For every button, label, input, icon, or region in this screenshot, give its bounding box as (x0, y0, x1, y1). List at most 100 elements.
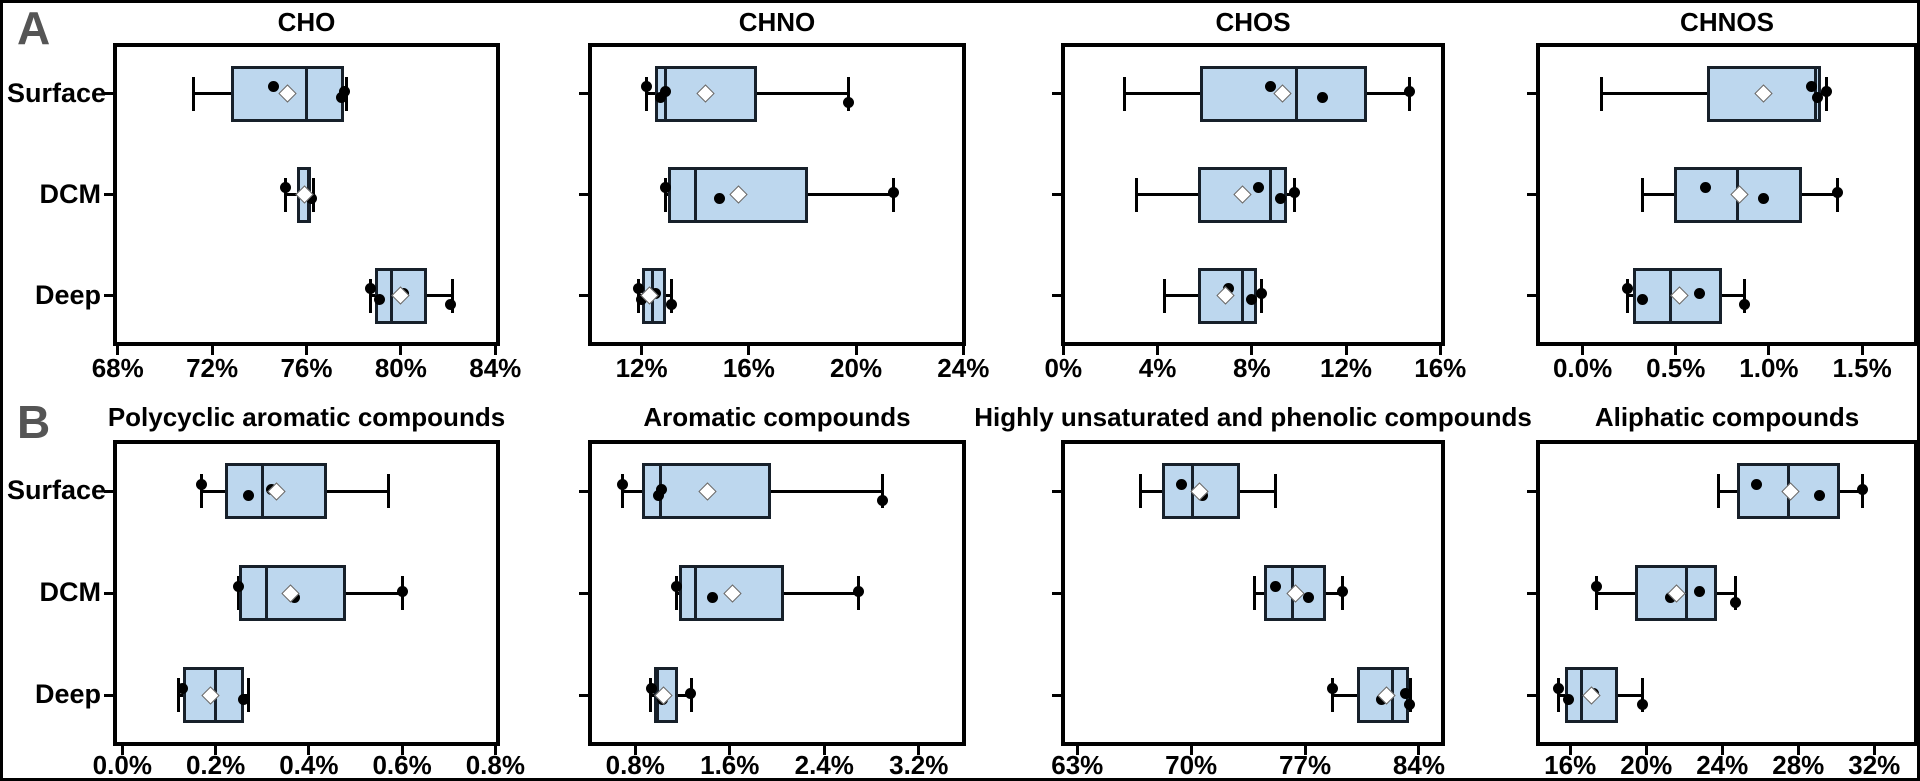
data-point (1813, 489, 1825, 501)
data-point (842, 97, 854, 108)
whisker-cap-high (1743, 278, 1747, 313)
x-tick-label: 2.4% (794, 750, 854, 780)
panel-title: Aliphatic compounds (1594, 402, 1860, 432)
data-point (238, 693, 250, 705)
data-point (876, 494, 888, 506)
data-point (1700, 182, 1712, 193)
x-tick-label: 32% (1848, 750, 1901, 780)
x-tick-label: 28% (1772, 750, 1825, 780)
whisker-cap-high (246, 678, 250, 712)
x-tick-label: 76% (280, 353, 333, 383)
whisker-cap-high (1274, 474, 1278, 508)
data-point (1255, 288, 1267, 299)
whisker-cap-high (1734, 576, 1738, 610)
data-point (1316, 92, 1328, 103)
x-tick-label: 84% (1392, 750, 1445, 780)
data-point (196, 478, 208, 490)
whisker-cap-high (880, 474, 884, 508)
whisker-cap-low (1625, 278, 1629, 313)
x-tick-label: 0.8% (465, 750, 525, 780)
x-tick-mark (1581, 345, 1585, 355)
y-tick-mark (104, 693, 114, 697)
whisker-cap-high (846, 76, 850, 111)
data-point (1274, 193, 1286, 204)
category-label-dcm: DCM (39, 178, 102, 209)
data-point (1821, 86, 1833, 97)
y-tick-mark (104, 591, 114, 595)
whisker-cap-high (669, 278, 673, 313)
x-tick-mark (493, 745, 497, 755)
data-point (616, 478, 628, 490)
panel-title: Aromatic compounds (643, 402, 911, 432)
median-line (305, 65, 308, 122)
data-point (336, 92, 348, 103)
data-point (1302, 591, 1314, 603)
panel-title: Highly unsaturated and phenolic compound… (974, 402, 1532, 432)
data-point (1404, 86, 1416, 97)
median-line (1269, 166, 1273, 223)
x-tick-mark (1568, 745, 1572, 755)
x-tick-mark (917, 745, 921, 755)
data-point (305, 193, 317, 204)
data-point (267, 81, 279, 92)
x-tick-label: 0.0% (92, 750, 152, 780)
y-tick-mark (104, 294, 114, 297)
x-tick-label: 0.2% (185, 750, 246, 780)
x-tick-mark (1860, 345, 1864, 355)
x-tick-mark (1767, 345, 1771, 355)
median-line (1295, 65, 1299, 122)
whisker-cap-low (191, 76, 195, 111)
data-point (706, 591, 718, 603)
x-tick-label: 0.4% (279, 750, 339, 780)
y-tick-mark (579, 294, 589, 297)
category-label-deep: Deep (34, 279, 101, 310)
y-tick-mark (579, 193, 589, 196)
median-line (1668, 267, 1672, 324)
median-line (389, 267, 393, 324)
whisker-cap-low (1595, 576, 1599, 610)
x-tick-label: 20% (830, 353, 883, 383)
whisker-cap-low (1139, 474, 1143, 508)
x-tick-label: 80% (374, 353, 427, 383)
y-tick-mark (1052, 92, 1062, 95)
data-point (242, 489, 254, 501)
whisker-cap-high (1409, 678, 1413, 712)
x-tick-mark (120, 745, 124, 755)
y-tick-mark (579, 591, 589, 595)
y-tick-mark (1527, 92, 1537, 95)
y-tick-mark (104, 489, 114, 493)
whisker-cap-low (176, 678, 180, 712)
category-label-dcm: DCM (39, 577, 102, 607)
data-point (660, 86, 672, 97)
y-tick-mark (1527, 591, 1537, 595)
x-tick-mark (1872, 745, 1876, 755)
data-point (1857, 483, 1869, 495)
data-point (1750, 478, 1762, 490)
x-tick-label: 0.5% (1646, 353, 1706, 383)
whisker-cap-low (620, 474, 624, 508)
whisker-cap-high (451, 278, 455, 313)
data-point (1288, 187, 1300, 198)
whisker-cap-low (1123, 76, 1127, 111)
y-tick-mark (579, 489, 589, 493)
x-tick-label: 72% (186, 353, 239, 383)
data-point (1562, 693, 1574, 705)
x-tick-mark (1644, 745, 1648, 755)
whisker-cap-low (649, 678, 653, 712)
y-tick-mark (1527, 193, 1537, 196)
y-tick-mark (1527, 693, 1537, 697)
data-point (233, 580, 245, 592)
data-point (1553, 682, 1565, 694)
data-point (279, 182, 291, 193)
x-tick-label: 0% (1044, 353, 1083, 383)
x-tick-label: 8% (1233, 353, 1271, 383)
median-line (693, 565, 697, 621)
x-tick-label: 24% (1696, 750, 1749, 780)
whisker-cap-low (1134, 177, 1138, 212)
panel-title: CHNO (738, 7, 816, 37)
x-tick-mark (747, 345, 751, 355)
category-label-surface: Surface (7, 475, 107, 505)
y-tick-mark (104, 193, 114, 196)
data-point (655, 483, 667, 495)
x-tick-mark (1344, 345, 1348, 355)
